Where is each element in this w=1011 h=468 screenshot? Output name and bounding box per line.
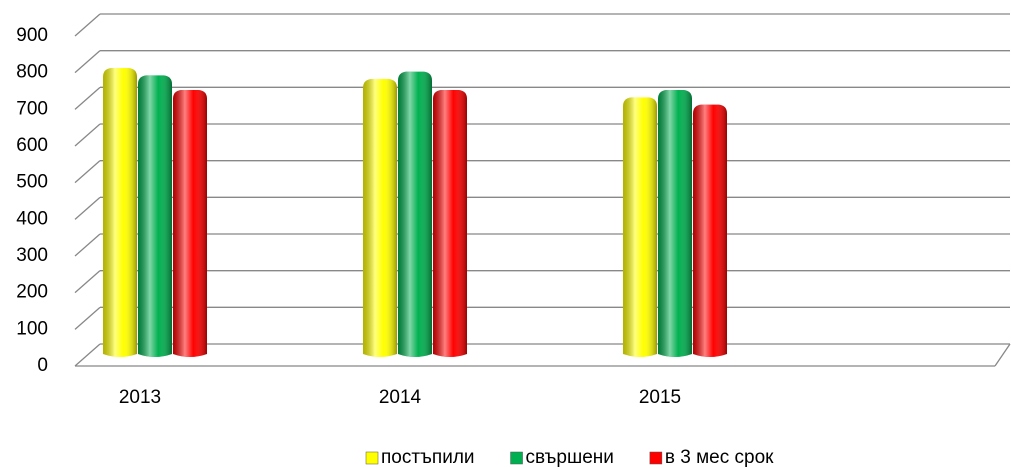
legend-label: свършени [526,447,614,468]
legend-swatch [365,451,379,465]
y-tick-label: 300 [16,245,48,266]
y-tick-label: 800 [16,62,48,83]
grid-line [74,13,101,37]
bar-shade [623,97,657,357]
y-tick-label: 0 [37,355,48,376]
grid-line [74,306,101,330]
legend-swatch [510,451,523,465]
bar-shade [693,104,727,358]
legend-swatch [649,451,663,465]
y-tick-label: 600 [16,135,48,156]
grid-line [74,196,101,220]
y-tick-label: 100 [16,318,48,339]
bar-shade [398,71,432,358]
y-tick-label: 400 [16,208,48,229]
legend-label: постъпили [381,447,475,468]
bar-shade [658,90,692,357]
grid-line [74,50,101,74]
legend-label: в 3 мес срок [665,447,774,468]
bar-shade [363,79,397,357]
grid-line [74,233,101,257]
bar-shade [433,90,467,357]
grid-line [74,160,101,184]
grid-line [74,270,101,294]
x-tick-label: 2014 [379,387,422,408]
y-tick-label: 700 [16,98,48,119]
floor-line [994,343,1011,367]
x-tick-label: 2013 [119,387,161,408]
grid-line [74,86,101,110]
y-tick-label: 500 [16,172,48,193]
bar-shade [103,68,137,357]
bar-shade [173,90,207,357]
x-tick-label: 2015 [639,387,681,408]
bar-shade [138,75,172,357]
y-tick-label: 200 [16,282,48,303]
y-tick-label: 900 [16,25,48,46]
grid-line [74,343,101,367]
grid-line [74,123,101,147]
